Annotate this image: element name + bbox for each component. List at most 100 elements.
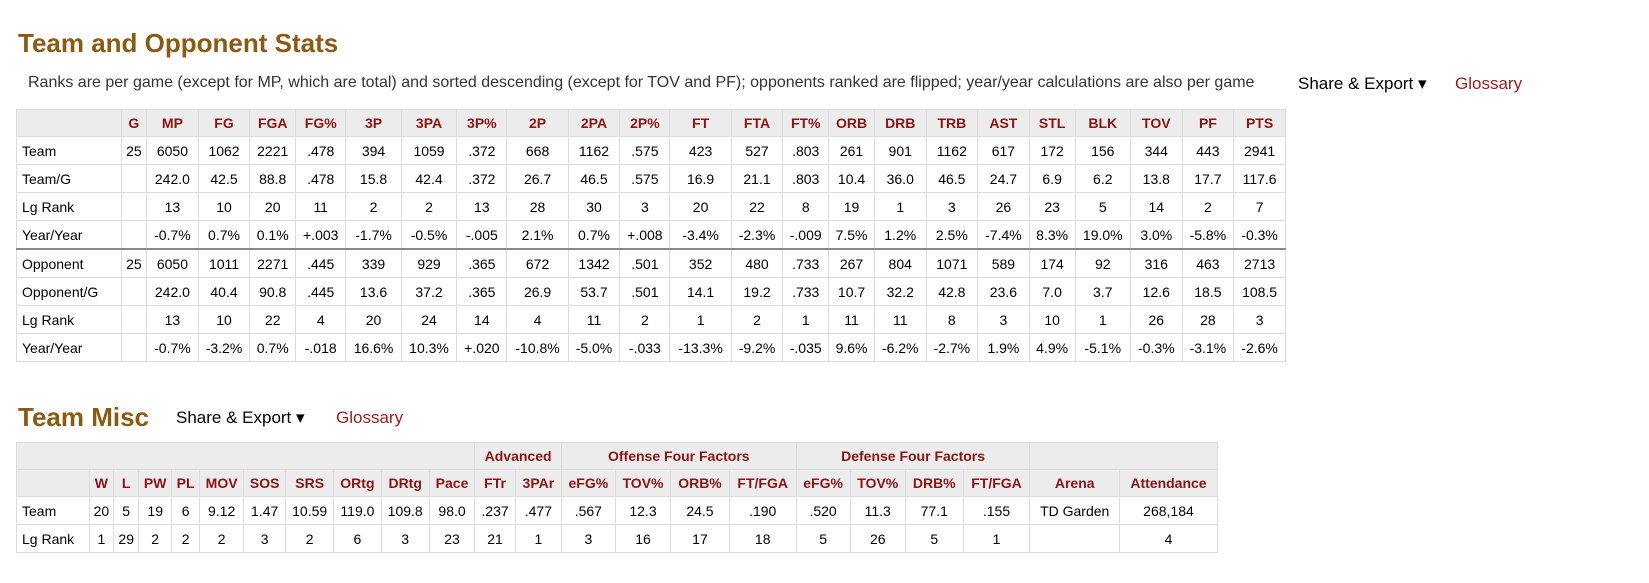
- table-cell: 261: [828, 136, 875, 165]
- table-cell: 2.5%: [925, 220, 979, 250]
- table-cell: 10.59: [285, 496, 335, 525]
- table-cell: 423: [669, 136, 732, 165]
- column-header[interactable]: eFG%: [560, 469, 616, 497]
- column-header[interactable]: PTS: [1233, 109, 1286, 137]
- column-header[interactable]: MP: [146, 109, 199, 137]
- table-cell: 14: [1130, 192, 1183, 221]
- column-header[interactable]: FT: [669, 109, 732, 137]
- table-cell: 12.6: [1130, 277, 1183, 306]
- column-header[interactable]: FT/FGA: [962, 469, 1031, 497]
- column-header[interactable]: 3PA: [400, 109, 458, 137]
- table-cell: 2713: [1233, 248, 1286, 278]
- column-header[interactable]: TOV%: [614, 469, 672, 497]
- row-label: Opponent/G: [16, 277, 122, 306]
- table-row: Lg Rank 13 10 20 11 2 2 13 28 30 3 20 22 8 19 1 3 26 23 5 14…: [16, 192, 1286, 221]
- table-cell: [1029, 524, 1120, 553]
- table-cell: 117.6: [1233, 164, 1286, 193]
- column-header[interactable]: FTA: [730, 109, 784, 137]
- column-header[interactable]: eFG%: [795, 469, 851, 497]
- table-cell: 17: [670, 524, 730, 553]
- table-cell: 92: [1074, 248, 1132, 278]
- column-header[interactable]: ORtg: [333, 469, 382, 497]
- column-header[interactable]: Pace: [428, 469, 476, 497]
- glossary-link[interactable]: Glossary: [336, 408, 404, 427]
- row-label: Lg Rank: [16, 305, 122, 334]
- table-cell: 12.3: [614, 496, 672, 525]
- table-cell: 339: [345, 248, 402, 278]
- column-header[interactable]: [16, 109, 122, 137]
- table-cell: -0.7%: [146, 220, 199, 250]
- table-cell: +.003: [295, 220, 347, 250]
- column-header[interactable]: W: [88, 469, 115, 497]
- column-header[interactable]: FT%: [782, 109, 830, 137]
- column-header[interactable]: PF: [1181, 109, 1235, 137]
- column-header[interactable]: BLK: [1074, 109, 1132, 137]
- table-cell: 2: [730, 305, 784, 334]
- column-header[interactable]: DRB: [873, 109, 927, 137]
- column-header[interactable]: L: [113, 469, 140, 497]
- table-cell: 23: [428, 524, 476, 553]
- column-header[interactable]: MOV: [198, 469, 245, 497]
- table-cell: 11: [828, 305, 875, 334]
- column-header[interactable]: FGA: [249, 109, 297, 137]
- column-header[interactable]: 3P: [345, 109, 402, 137]
- table-cell: 5: [795, 524, 851, 553]
- column-header[interactable]: FG: [197, 109, 251, 137]
- column-header[interactable]: [16, 469, 90, 497]
- table-cell: 18: [728, 524, 797, 553]
- table-cell: 42.4: [400, 164, 458, 193]
- table-cell: 242.0: [146, 164, 199, 193]
- table-cell: .372: [456, 136, 508, 165]
- table-cell: .575: [619, 164, 671, 193]
- share-export-button[interactable]: Share & Export ▾: [176, 408, 305, 427]
- table-cell: -5.8%: [1181, 220, 1235, 250]
- column-header[interactable]: TOV%: [849, 469, 906, 497]
- column-header[interactable]: TOV: [1130, 109, 1183, 137]
- table-cell: 3: [1233, 305, 1286, 334]
- table-cell: 2: [400, 192, 458, 221]
- column-header[interactable]: DRB%: [904, 469, 964, 497]
- ranks-note: Ranks are per game (except for MP, which…: [28, 74, 1255, 91]
- column-header[interactable]: 3P%: [456, 109, 508, 137]
- table-cell: 6050: [146, 136, 199, 165]
- table-cell: .501: [619, 248, 671, 278]
- row-label: Team: [16, 136, 122, 165]
- column-header[interactable]: DRtg: [380, 469, 430, 497]
- table-cell: 24: [400, 305, 458, 334]
- column-header[interactable]: AST: [977, 109, 1030, 137]
- column-header[interactable]: G: [120, 109, 148, 137]
- column-header[interactable]: 2PA: [567, 109, 621, 137]
- table-cell: 40.4: [197, 277, 251, 306]
- table-cell: 443: [1181, 136, 1235, 165]
- column-header[interactable]: SOS: [243, 469, 287, 497]
- column-header[interactable]: TRB: [925, 109, 979, 137]
- table-cell: 98.0: [428, 496, 476, 525]
- column-header[interactable]: 2P%: [619, 109, 671, 137]
- glossary-link[interactable]: Glossary: [1455, 74, 1523, 93]
- table-cell: 6.2: [1074, 164, 1132, 193]
- column-header[interactable]: FG%: [295, 109, 347, 137]
- table-header-row: W L PW PL MOV SOS SRS ORtg DRtg Pace FTr 3PAr eFG% TO…: [16, 469, 1219, 497]
- table-cell: 352: [669, 248, 732, 278]
- column-header[interactable]: FTr: [474, 469, 516, 497]
- column-header[interactable]: PL: [171, 469, 200, 497]
- table-cell: 11: [873, 305, 927, 334]
- group-header-offense-four-factors: Offense Four Factors: [560, 442, 797, 470]
- column-header[interactable]: STL: [1028, 109, 1076, 137]
- group-header-blank: [1029, 442, 1218, 470]
- column-header[interactable]: ORB: [828, 109, 875, 137]
- column-header[interactable]: 2P: [506, 109, 569, 137]
- column-header[interactable]: Arena: [1029, 469, 1120, 497]
- share-export-button[interactable]: Share & Export ▾: [1298, 74, 1427, 93]
- column-header[interactable]: 3PAr: [514, 469, 562, 497]
- table-cell: 9.12: [198, 496, 245, 525]
- table-cell: 9.6%: [828, 333, 875, 362]
- column-header[interactable]: PW: [138, 469, 173, 497]
- column-header[interactable]: FT/FGA: [728, 469, 797, 497]
- section-title-team-opponent-stats: Team and Opponent Stats: [18, 28, 339, 58]
- table-cell: 8: [782, 192, 830, 221]
- table-cell: 242.0: [146, 277, 199, 306]
- column-header[interactable]: SRS: [285, 469, 335, 497]
- column-header[interactable]: Attendance: [1118, 469, 1219, 497]
- column-header[interactable]: ORB%: [670, 469, 730, 497]
